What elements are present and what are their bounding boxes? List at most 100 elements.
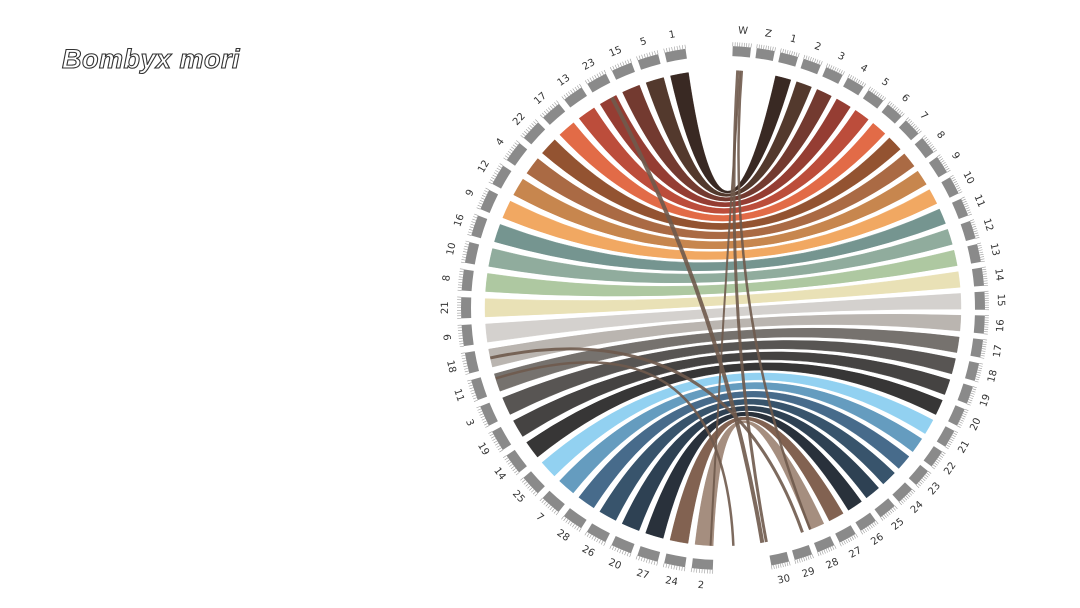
tick-mark-left-25 <box>520 477 524 481</box>
tick-mark-left-16 <box>473 216 478 219</box>
tick-mark-left-28 <box>576 526 580 531</box>
tick-mark-left-13 <box>572 88 576 92</box>
chromosome-label-right-3: 3 <box>836 51 846 64</box>
tick-mark-right-11 <box>968 213 972 216</box>
tick-mark-right-29 <box>809 555 812 559</box>
chromosome-band-right-25 <box>874 498 895 518</box>
tick-mark-right-22 <box>939 455 944 458</box>
tick-mark-left-24 <box>668 564 670 569</box>
tick-mark-left-27 <box>638 556 641 561</box>
tick-mark-left-11 <box>467 379 472 382</box>
tick-mark-left-13 <box>574 86 578 91</box>
tick-mark-right-6 <box>896 108 900 112</box>
chromosome-label-right-24: 24 <box>909 499 926 516</box>
tick-mark-left-25 <box>534 493 539 497</box>
tick-mark-right-24 <box>900 500 904 504</box>
tick-mark-left-27 <box>648 559 651 564</box>
chromosome-label-right-15: 15 <box>995 294 1006 307</box>
tick-mark-left-20 <box>619 549 622 554</box>
tick-mark-right-7 <box>908 120 913 124</box>
tick-mark-left-20 <box>616 548 619 553</box>
tick-mark-right-22 <box>941 451 946 455</box>
tick-mark-left-17 <box>549 105 554 109</box>
tick-mark-left-14 <box>509 463 513 467</box>
chromosome-label-left-7: 7 <box>534 511 546 523</box>
tick-mark-right-3 <box>840 70 843 75</box>
tick-mark-right-14 <box>982 268 987 271</box>
tick-mark-right-1 <box>789 50 791 55</box>
tick-mark-right-20 <box>957 423 962 426</box>
tick-mark-left-10 <box>460 261 465 264</box>
chromosome-label-left-9: 9 <box>464 188 477 198</box>
tick-mark-right-1 <box>797 53 800 58</box>
tick-mark-left-26 <box>591 535 594 540</box>
tick-mark-right-18 <box>976 371 981 374</box>
chromosome-label-left-16: 16 <box>452 213 466 229</box>
tick-mark-right-5 <box>879 94 883 99</box>
tick-mark-right-12 <box>974 234 979 237</box>
chromosome-band-right-26 <box>855 512 876 531</box>
tick-mark-left-1 <box>676 45 678 51</box>
tick-mark-right-27 <box>839 542 842 547</box>
tick-mark-left-13 <box>576 85 580 90</box>
tick-mark-left-4 <box>516 140 520 144</box>
tick-mark-right-5 <box>881 96 885 100</box>
diagram-title: Bombyx mori <box>61 43 241 74</box>
chromosome-label-right-18: 18 <box>986 369 1000 384</box>
tick-mark-left-22 <box>529 125 533 129</box>
tick-mark-right-3 <box>842 71 845 76</box>
tick-mark-left-10 <box>464 243 469 245</box>
tick-mark-right-5 <box>875 91 879 96</box>
tick-mark-right-18 <box>979 362 984 365</box>
tick-mark-right-13 <box>979 256 985 258</box>
tick-mark-right-6 <box>901 113 905 117</box>
tick-mark-left-7 <box>539 497 543 502</box>
chromosome-label-left-28: 28 <box>555 528 572 544</box>
tick-mark-left-11 <box>469 387 474 390</box>
tick-mark-left-23 <box>594 74 597 79</box>
tick-mark-left-24 <box>681 566 683 571</box>
tick-mark-right-7 <box>913 125 917 129</box>
tick-mark-left-27 <box>653 560 656 565</box>
tick-mark-left-28 <box>565 519 569 523</box>
tick-mark-right-5 <box>883 97 887 101</box>
tick-mark-left-26 <box>593 537 597 541</box>
tick-mark-left-7 <box>547 504 551 509</box>
tick-mark-left-28 <box>569 522 573 526</box>
tick-mark-right-27 <box>855 533 858 538</box>
tick-mark-right-23 <box>922 477 926 482</box>
tick-mark-left-28 <box>563 517 567 522</box>
tick-mark-left-19 <box>496 445 501 448</box>
tick-mark-right-6 <box>887 101 891 105</box>
tick-mark-right-3 <box>834 67 837 72</box>
tick-mark-left-9 <box>484 190 489 193</box>
tick-mark-right-19 <box>972 386 977 389</box>
chromosome-label-right-19: 19 <box>978 393 993 409</box>
tick-mark-left-26 <box>598 539 601 544</box>
tick-mark-right-23 <box>915 484 920 488</box>
tick-mark-right-6 <box>891 104 895 108</box>
tick-mark-left-4 <box>503 157 507 161</box>
tick-mark-right-2 <box>805 55 808 60</box>
chromosome-band-right-12 <box>960 220 976 242</box>
tick-mark-right-14 <box>981 266 986 268</box>
tick-mark-right-27 <box>851 536 854 540</box>
tick-mark-right-19 <box>967 401 972 404</box>
tick-mark-right-20 <box>964 408 969 411</box>
tick-mark-right-25 <box>894 505 898 510</box>
tick-mark-right-8 <box>927 142 932 146</box>
tick-mark-left-23 <box>599 72 602 77</box>
tick-mark-left-13 <box>568 91 571 96</box>
tick-mark-left-5 <box>649 52 651 57</box>
tick-mark-left-10 <box>463 248 468 251</box>
tick-mark-left-4 <box>506 153 510 156</box>
tick-mark-right-30 <box>775 564 777 569</box>
tick-mark-left-7 <box>551 508 555 512</box>
tick-mark-left-12 <box>498 165 502 169</box>
chromosome-label-right-29: 29 <box>801 566 816 580</box>
tick-mark-left-24 <box>670 564 673 569</box>
tick-mark-left-25 <box>525 483 529 487</box>
tick-mark-left-18 <box>464 370 469 373</box>
tick-mark-right-4 <box>863 83 867 88</box>
tick-mark-left-22 <box>524 131 528 135</box>
